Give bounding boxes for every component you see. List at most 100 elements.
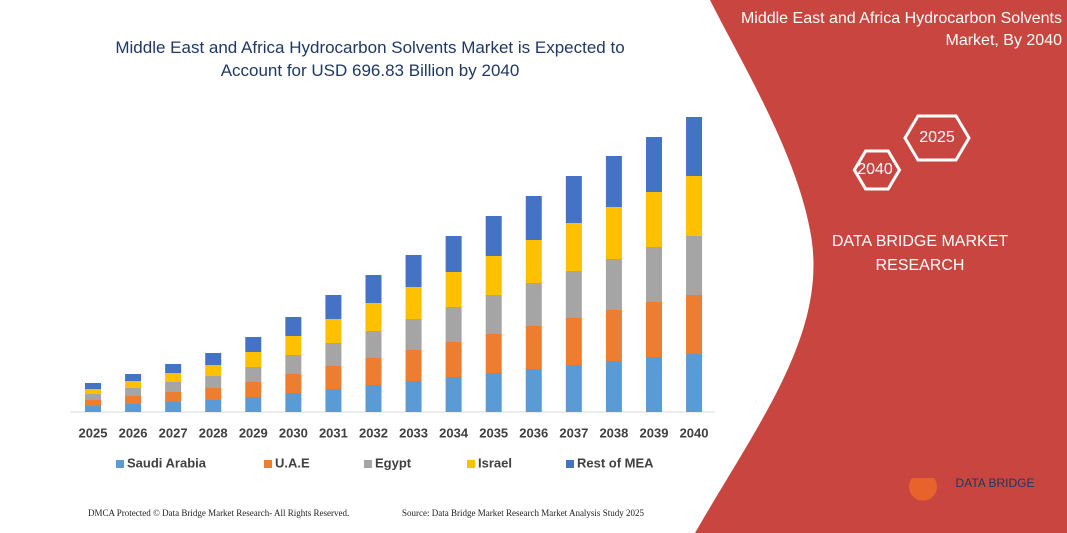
bar-segment [285, 317, 302, 336]
x-tick-label: 2030 [279, 425, 308, 440]
logo: DATA BRIDGE [956, 476, 1035, 490]
legend-swatch [364, 460, 372, 468]
x-tick-label: 2039 [640, 425, 669, 440]
bar-segment [325, 319, 342, 343]
x-tick-label: 2036 [519, 425, 548, 440]
bar-segment [85, 394, 101, 400]
bar-segment [365, 303, 382, 331]
bar-segment [85, 389, 101, 394]
bar-segment [565, 223, 582, 271]
bar-segment [285, 374, 302, 393]
bar-segment [325, 389, 342, 412]
legend-label: Egypt [375, 455, 412, 470]
legend-label: U.A.E [275, 455, 310, 470]
bar-segment [125, 381, 142, 388]
bar-segment [565, 271, 582, 318]
bar-segment [525, 326, 542, 369]
hexagon [903, 114, 971, 162]
bar-segment [605, 361, 622, 412]
bar-segment [605, 156, 622, 207]
x-tick-label: 2037 [559, 425, 588, 440]
x-tick-label: 2028 [199, 425, 228, 440]
legend-swatch [116, 460, 124, 468]
bar-segment [445, 272, 462, 307]
x-tick-label: 2032 [359, 425, 388, 440]
bar-segment [205, 353, 222, 365]
x-tick-label: 2031 [319, 425, 348, 440]
bar-segment [245, 382, 262, 397]
bar-segment [205, 365, 222, 376]
x-tick-label: 2035 [479, 425, 508, 440]
panel-title-box: Middle East and Africa Hydrocarbon Solve… [741, 10, 1062, 49]
logo-icon [909, 478, 938, 501]
bar-segment [525, 369, 542, 412]
x-tick-label: 2026 [119, 425, 148, 440]
bar-segment [485, 334, 502, 373]
bar-segment [686, 117, 703, 176]
bar-segment [365, 385, 382, 412]
plot: 2025 2026 2027 2028 2029 2030 2031 2032 2033 2034… [79, 117, 709, 470]
bar-segment [245, 397, 262, 412]
bar-segment [205, 400, 222, 412]
bar-segment [365, 331, 382, 358]
bar-segment [525, 283, 542, 326]
bar-segment [165, 373, 182, 382]
bar-segment [485, 373, 502, 412]
bar-segment [205, 388, 222, 400]
legend-label: Rest of MEA [577, 455, 654, 470]
bar-segment [245, 367, 262, 382]
bar-segment [445, 236, 462, 272]
bar-segment [85, 400, 101, 406]
bar-segment [165, 402, 182, 412]
bar-segment [565, 176, 582, 223]
bar-segment [686, 176, 703, 236]
hexagon [852, 149, 902, 191]
bar-segment [645, 357, 662, 412]
side-panel [695, 0, 1067, 533]
legend-swatch [566, 460, 574, 468]
bar-segment [686, 354, 703, 412]
bar-segment [165, 392, 182, 402]
legend-swatch [264, 460, 272, 468]
bar-segment [125, 396, 142, 404]
bar-segment [165, 364, 182, 373]
x-tick-label: 2025 [79, 425, 108, 440]
bar-segment [405, 255, 422, 287]
legend-label: Saudi Arabia [127, 455, 207, 470]
bar-segment [325, 366, 342, 389]
bar-segment [645, 137, 662, 192]
bar-segment [605, 259, 622, 310]
bar-segment [365, 275, 382, 303]
title-box: Middle East and Africa Hydrocarbon Solve… [115, 38, 625, 80]
bar-segment [285, 393, 302, 412]
bar-segment [605, 207, 622, 259]
bar-segment [285, 355, 302, 374]
brand-box: DATA BRIDGE MARKET RESEARCH [831, 233, 1009, 274]
bar-segment [285, 336, 302, 355]
bar-segment [165, 382, 182, 392]
bar-segment [85, 383, 101, 389]
x-tick-label: 2034 [439, 425, 469, 440]
bar-segment [525, 196, 542, 240]
x-tick-label: 2033 [399, 425, 428, 440]
bar-segment [686, 236, 703, 295]
bar-segment [605, 310, 622, 361]
bar-segment [565, 365, 582, 412]
bar-segment [645, 247, 662, 302]
brand: DATA BRIDGE MARKET RESEARCH [831, 233, 1009, 274]
bar-segment [245, 337, 262, 352]
bar-segment [645, 192, 662, 247]
legend-label: Israel [478, 455, 512, 470]
bar-segment [405, 350, 422, 381]
bar-segment [445, 307, 462, 342]
bar-segment [405, 319, 422, 350]
bar-segment [485, 216, 502, 256]
bar-segment [325, 343, 342, 366]
hex-label: 2040 [857, 161, 893, 178]
bar-segment [405, 287, 422, 319]
chart-title: Middle East and Africa Hydrocarbon Solve… [115, 38, 625, 80]
bar-segment [405, 381, 422, 412]
bar-segment [686, 295, 703, 354]
x-tick-label: 2027 [159, 425, 188, 440]
hex-label: 2025 [919, 129, 955, 146]
